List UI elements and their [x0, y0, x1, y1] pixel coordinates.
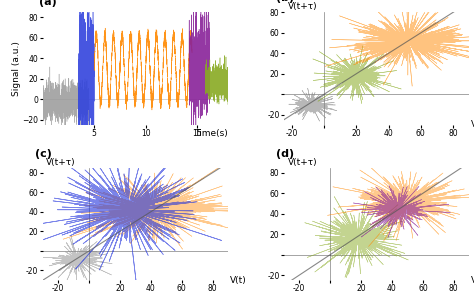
Text: V(t+τ): V(t+τ): [288, 158, 317, 167]
Text: Time(s): Time(s): [194, 129, 228, 138]
Text: (c): (c): [35, 149, 52, 159]
Text: V(t): V(t): [471, 276, 474, 285]
Text: V(t+τ): V(t+τ): [46, 158, 76, 167]
Text: V(t): V(t): [471, 120, 474, 129]
Text: (d): (d): [276, 149, 294, 159]
Text: (b): (b): [276, 0, 294, 3]
Text: V(t+τ): V(t+τ): [288, 2, 317, 11]
Y-axis label: Signal (a.u.): Signal (a.u.): [12, 41, 21, 96]
Text: (a): (a): [39, 0, 57, 7]
Text: V(t): V(t): [230, 276, 247, 285]
